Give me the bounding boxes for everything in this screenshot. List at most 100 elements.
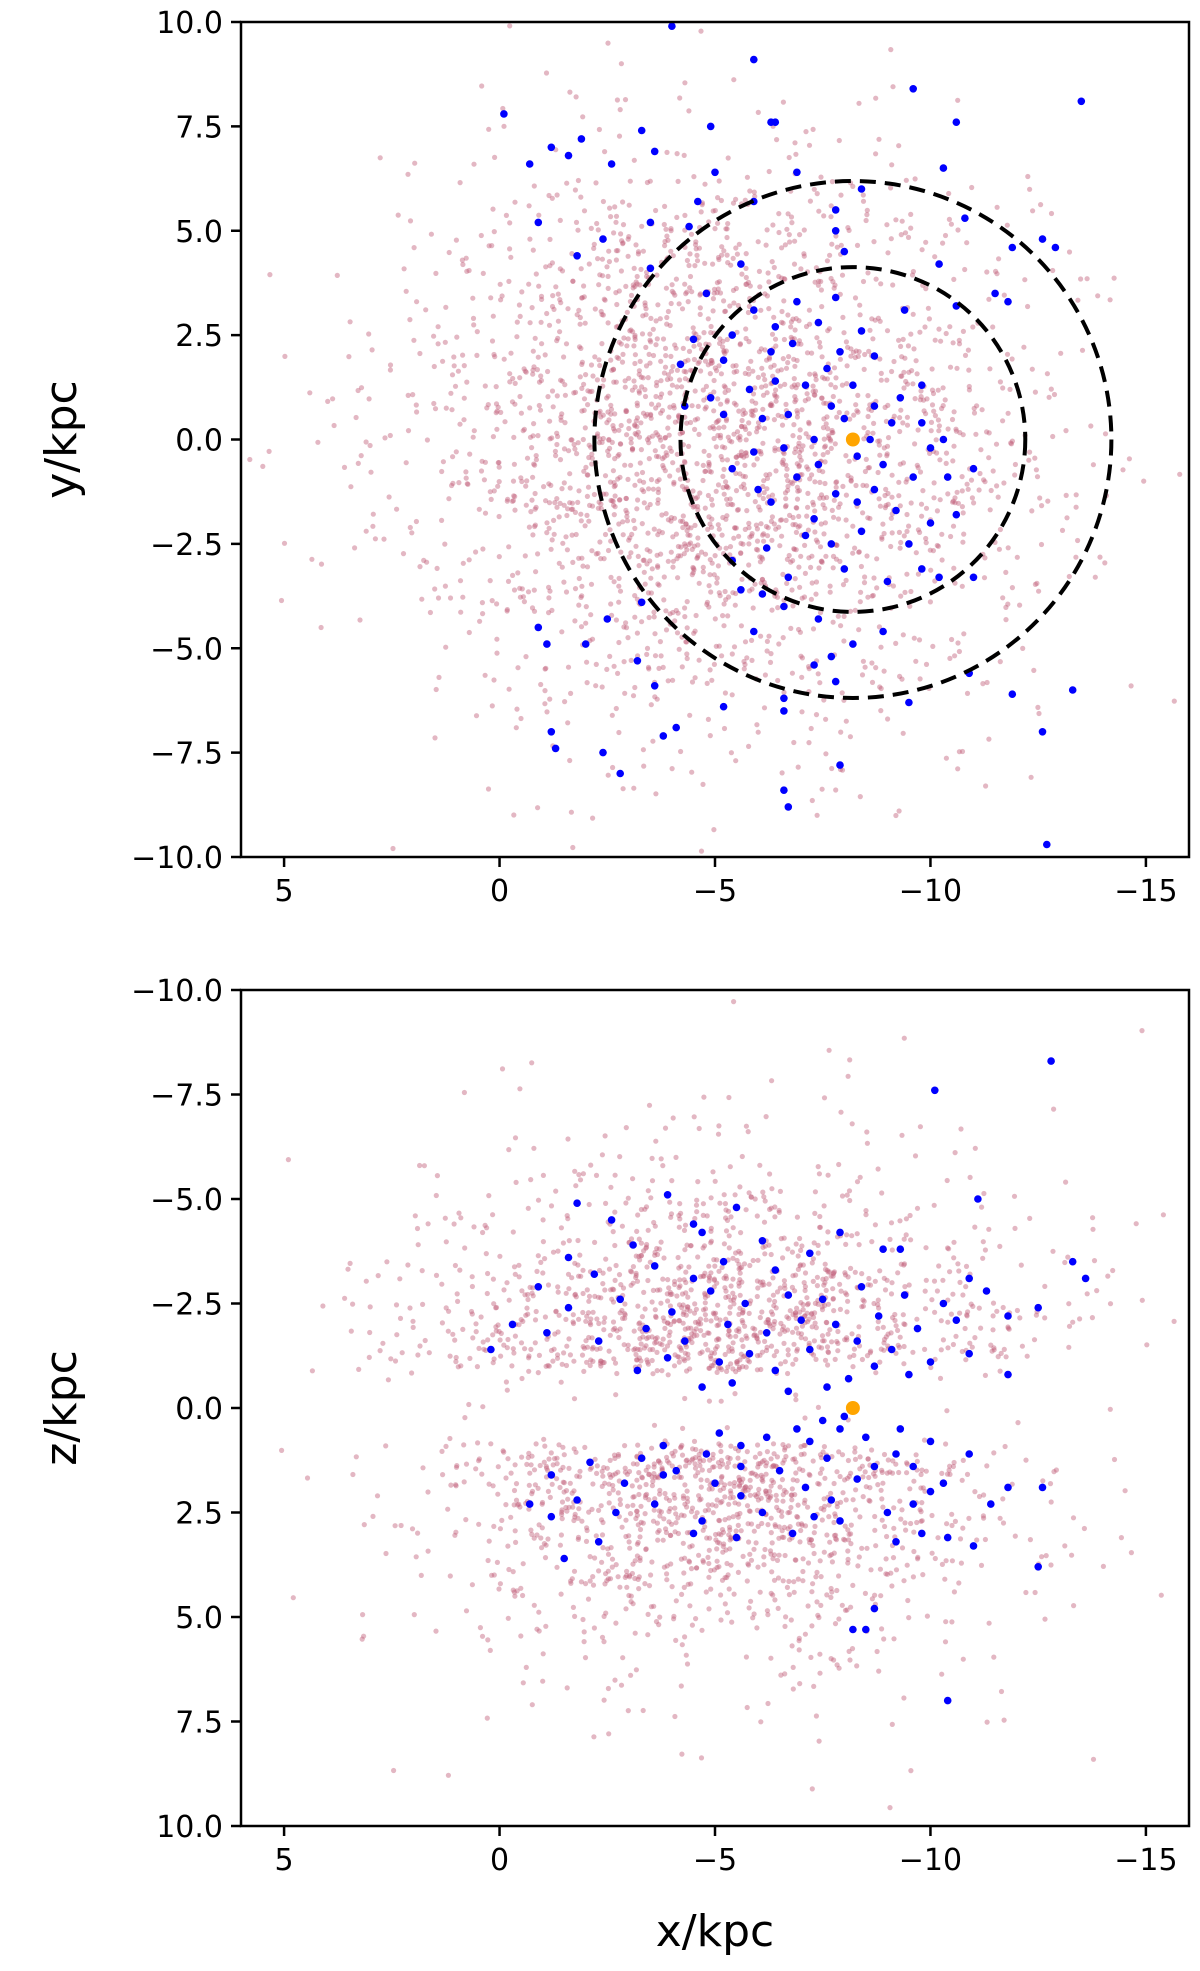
red-point [618,231,624,237]
red-point [558,1591,564,1597]
blue-point [840,247,849,256]
red-point [796,488,803,494]
red-point [780,1492,786,1498]
red-point [692,1514,698,1520]
red-point [837,291,843,297]
red-point [711,1464,717,1470]
red-point [949,1558,956,1564]
red-point [930,548,937,554]
red-point [758,346,764,352]
red-point [633,1515,639,1522]
red-point [790,514,796,521]
red-point [666,1519,672,1525]
red-point [600,198,607,205]
red-point [1037,495,1043,501]
red-point [712,365,718,371]
red-point [540,1651,546,1657]
red-point [785,478,791,484]
red-point [796,464,802,470]
red-point [984,269,990,275]
red-point [810,1542,816,1549]
red-point [633,418,639,424]
red-point [701,448,707,454]
blue-point [870,402,879,410]
red-point [556,1442,562,1448]
red-point [461,395,467,401]
red-point [455,1364,461,1370]
red-point [854,1179,861,1185]
red-point [727,1524,733,1530]
red-point [832,282,838,288]
red-point [789,384,795,390]
red-point [793,446,799,452]
red-point [837,356,844,362]
red-point [676,1265,682,1271]
red-point [717,432,724,438]
red-point [602,1315,608,1321]
red-point [811,1240,817,1246]
red-point [610,1482,616,1489]
red-point [401,266,407,272]
red-point [623,1125,629,1131]
red-point [683,1458,689,1464]
red-point [889,368,895,375]
red-point [756,268,763,274]
red-point [611,663,617,669]
red-point [822,520,829,526]
red-point [623,620,629,626]
red-point [677,1277,683,1283]
red-point [705,492,712,499]
red-point [796,1638,802,1644]
red-point [546,481,552,487]
red-point [578,1273,584,1279]
red-point [443,644,449,650]
red-point [717,593,723,599]
red-point [616,521,622,527]
red-point [558,377,564,383]
red-point [691,543,697,549]
red-point [463,475,469,481]
red-point [806,421,812,427]
red-point [517,313,523,319]
red-point [714,1558,720,1564]
red-point [875,469,881,476]
red-point [770,373,776,379]
red-point [700,564,706,571]
red-point [524,1305,530,1311]
red-point [726,1586,732,1592]
red-point [850,1364,856,1370]
blue-point [892,506,900,515]
red-point [765,1497,772,1503]
red-point [978,447,984,453]
red-point [826,1514,832,1520]
red-point [706,1278,712,1284]
red-point [654,478,660,484]
red-point [911,1478,917,1484]
red-point [923,505,930,511]
red-point [917,469,924,475]
red-point [635,1303,641,1309]
red-point [905,1597,911,1604]
red-point [773,468,779,474]
red-point [723,516,729,522]
red-point [620,519,626,525]
red-point [522,553,528,559]
red-point [1084,276,1090,282]
bottom-red-points [279,999,1177,1811]
red-point [679,1642,685,1648]
red-point [550,404,556,410]
red-point [702,1508,708,1514]
red-point [390,845,396,852]
red-point [612,1325,618,1331]
red-point [848,1265,854,1271]
red-point [383,1443,389,1449]
red-point [875,1319,881,1325]
red-point [836,1449,842,1455]
red-point [882,1287,889,1293]
red-point [459,257,465,263]
red-point [585,1596,592,1602]
red-point [530,433,536,439]
red-point [871,575,877,581]
red-point [684,655,690,662]
red-point [562,699,568,705]
